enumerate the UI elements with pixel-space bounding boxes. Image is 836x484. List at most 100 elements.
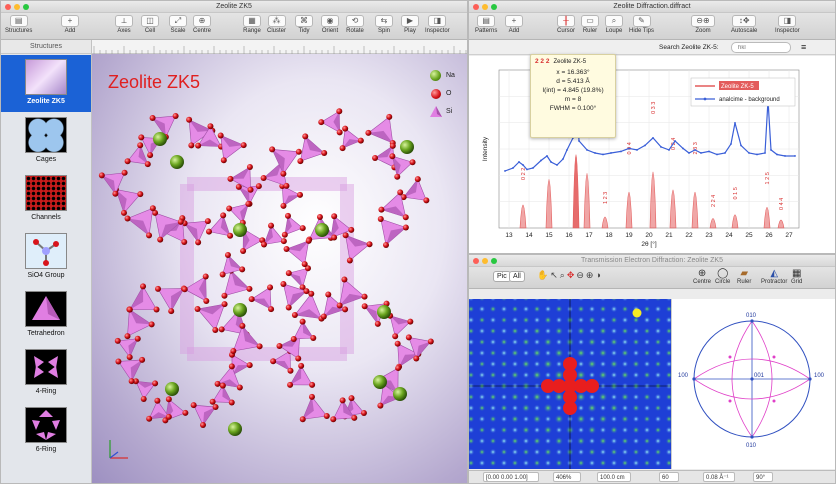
saturation-icon[interactable]: ◑ (595, 270, 603, 280)
peak-mark[interactable] (709, 218, 717, 229)
patterns-button[interactable]: ▤ Patterns (475, 15, 498, 34)
centre-tool-button[interactable]: ⊕ Centre (693, 268, 712, 285)
resolution-field[interactable]: 0.08 Å⁻¹ (703, 472, 735, 482)
zoom-button-group[interactable]: ⊖⊕ Zoom (691, 15, 715, 34)
spin-button[interactable]: ⇆ Spin (375, 15, 393, 34)
zoom-button[interactable] (23, 4, 29, 10)
range-button[interactable]: ▦ Range (243, 15, 261, 34)
sodium-atom (400, 140, 414, 154)
diffraction-spot (610, 371, 618, 379)
sidebar-item-sio4-group[interactable]: SiO4 Group (1, 229, 91, 286)
main-titlebar[interactable]: Zeolite ZK5 (1, 1, 467, 13)
diffraction-titlebar[interactable]: Zeolite Diffraction.diffract (469, 1, 835, 13)
zeolite-structure-view[interactable] (92, 54, 467, 472)
orient-button[interactable]: ◉ Orient (321, 15, 339, 34)
peak-mark[interactable] (545, 179, 553, 229)
ted-pattern[interactable] (469, 299, 671, 469)
arrow-icon[interactable]: ↖ (550, 270, 560, 280)
structures-button[interactable]: ▤ Structures (5, 15, 33, 34)
grid-tool-button[interactable]: ▦ Grid (791, 268, 803, 285)
peak-mark[interactable] (669, 189, 677, 229)
angle-field[interactable]: 90° (753, 472, 773, 482)
peak-mark[interactable] (731, 214, 739, 229)
close-button[interactable] (473, 258, 479, 264)
oxygen-atom (152, 209, 159, 216)
minimize-button[interactable] (14, 4, 20, 10)
hand-icon[interactable]: ✋ (537, 270, 551, 280)
diffraction-spot-pattern (469, 299, 671, 469)
sidebar-item-tetrahedron[interactable]: Tetrahedron (1, 287, 91, 344)
sidebar-item-cages[interactable]: Cages (1, 113, 91, 170)
add-pattern-button[interactable]: + Add (505, 15, 523, 34)
structure-canvas[interactable]: Zeolite ZK5 Na O Si (92, 54, 467, 483)
diffraction-chart[interactable]: 13 14 15 16 17 18 19 20 21 22 23 24 25 26 27 2θ [°] Inte… (469, 56, 835, 254)
stereographic-projection[interactable]: 010 100 001 100 010 (672, 299, 836, 469)
diffraction-spot (621, 360, 629, 368)
peak-mark[interactable] (763, 206, 771, 229)
diffraction-spot (643, 305, 651, 313)
oxygen-atom (220, 157, 227, 164)
zoom-in-icon[interactable]: ⊕ (585, 270, 596, 280)
play-button[interactable]: ▶ Play (401, 15, 419, 34)
inspector-button[interactable]: ◨ Inspector (425, 15, 450, 34)
peak-mark[interactable] (583, 173, 591, 229)
profile-point (546, 155, 548, 157)
scale-button[interactable]: ⤢ Scale (169, 15, 187, 34)
zoom-button[interactable] (491, 4, 497, 10)
peak-mark[interactable] (691, 191, 699, 229)
autoscale-button[interactable]: ↕✥ Autoscale (731, 15, 758, 34)
oxygen-atom (140, 283, 147, 290)
hkl-search-input[interactable] (731, 42, 791, 53)
diffraction-spot (632, 327, 640, 335)
peak-mark[interactable] (777, 219, 785, 229)
sidebar-item-6-ring[interactable]: 6-Ring (1, 403, 91, 460)
oxygen-atom (146, 232, 153, 239)
sidebar-item-4-ring[interactable]: 4-Ring (1, 345, 91, 402)
si-tetrahedron-face (227, 255, 243, 270)
add-button[interactable]: + Add (61, 15, 79, 34)
sidebar-item-zeolite-zk5[interactable]: Zeolite ZK5 (1, 55, 91, 112)
cursor-button[interactable]: ╫ Cursor (557, 15, 576, 34)
list-menu-icon[interactable]: ≡ (801, 42, 807, 52)
camera-length-field[interactable]: 100.0 cm (597, 472, 631, 482)
minimize-button[interactable] (482, 4, 488, 10)
diffraction-spot (632, 371, 640, 379)
peak-mark[interactable] (519, 204, 527, 229)
si-tetrahedron-face (101, 175, 116, 194)
zoom-button[interactable] (491, 258, 497, 264)
zoom-out-icon[interactable]: ⊖ (576, 270, 586, 280)
zone-axis-field[interactable]: [0.00 0.00 1.00] (483, 472, 539, 482)
oxygen-atom (255, 183, 262, 190)
magnifier-icon[interactable]: ⌕ (559, 270, 567, 280)
central-spot (563, 401, 577, 415)
peak-mark[interactable] (601, 216, 609, 229)
minimize-button[interactable] (482, 258, 488, 264)
ruler-tool-button[interactable]: ▰ Ruler (737, 268, 752, 285)
zoom-field[interactable]: 406% (553, 472, 581, 482)
inspector-button[interactable]: ◨ Inspector (775, 15, 800, 34)
peak-mark[interactable] (649, 171, 657, 229)
ted-titlebar[interactable]: Transmission Electron Diffraction: Zeoli… (469, 255, 835, 267)
cell-button[interactable]: ◫ Cell (141, 15, 159, 34)
all-button[interactable]: All (509, 271, 525, 282)
sidebar-item-channels[interactable]: Channels (1, 171, 91, 228)
rotate-button[interactable]: ⟲ Rotate (346, 15, 364, 34)
circle-tool-button[interactable]: ◯ Circle (715, 268, 731, 285)
close-button[interactable] (5, 4, 11, 10)
ruler-button[interactable]: ▭ Ruler (581, 15, 599, 34)
peak-mark[interactable] (572, 154, 580, 229)
peak-mark[interactable] (625, 191, 633, 229)
diffraction-spot (544, 393, 552, 401)
si-tetrahedron-face (220, 135, 244, 147)
legend-na: Na (428, 68, 464, 86)
protractor-tool-button[interactable]: ◭ Protractor (761, 268, 788, 285)
axes-button[interactable]: ⟂ Axes (115, 15, 133, 34)
close-button[interactable] (473, 4, 479, 10)
tidy-button[interactable]: ⌘ Tidy (295, 15, 313, 34)
cluster-button[interactable]: ⁂ Cluster (267, 15, 287, 34)
hide-tips-button[interactable]: ✎ Hide Tips (629, 15, 655, 34)
voltage-field[interactable]: 60 (659, 472, 679, 482)
loupe-button[interactable]: ⌕ Loupe (605, 15, 623, 34)
centre-button[interactable]: ⊕ Centre (193, 15, 212, 34)
move-icon[interactable]: ✥ (566, 270, 577, 280)
